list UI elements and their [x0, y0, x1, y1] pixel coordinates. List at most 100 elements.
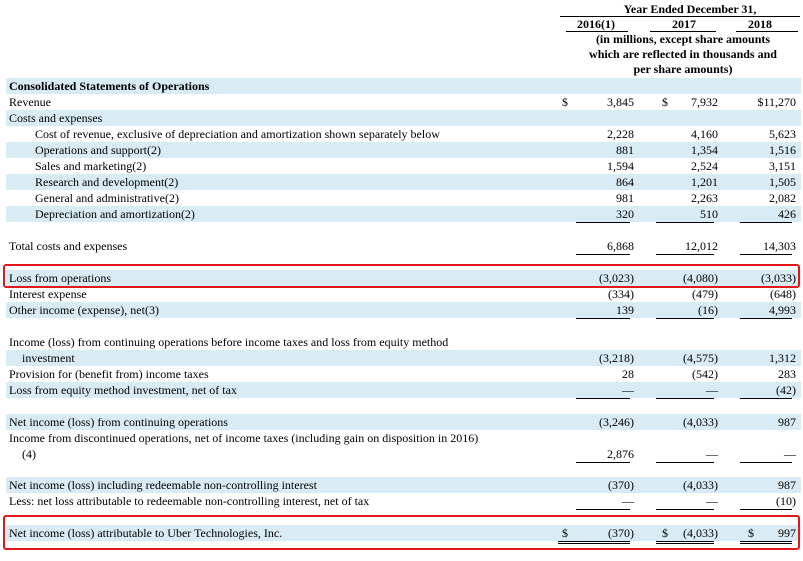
value-2018: 14,303 [763, 239, 796, 253]
total-rule [740, 254, 792, 255]
units-line-2: which are reflected in thousands and [589, 47, 777, 61]
year-2018-header: 2018 [748, 17, 772, 31]
value-2018: 997 [778, 526, 796, 540]
section-title: Consolidated Statements of Operations [9, 79, 210, 93]
value-2017: 7,932 [691, 95, 718, 109]
subtotal-rule [656, 222, 714, 223]
value-2017: (4,033) [683, 415, 718, 429]
double-rule [656, 543, 714, 544]
currency-symbol: $ [562, 95, 568, 109]
value-2016: 864 [616, 175, 634, 189]
year-rule-2018 [736, 31, 798, 32]
subtotal-rule [656, 398, 714, 399]
value-2016: 6,868 [607, 239, 634, 253]
highlight-loss-from-operations [3, 264, 800, 288]
value-2017: 4,160 [691, 127, 718, 141]
row-label: Sales and marketing(2) [35, 159, 147, 173]
subtotal-rule [656, 462, 714, 463]
value-2017: (4,033) [683, 526, 718, 540]
value-2018: (648) [770, 287, 796, 301]
value-2017: (4,575) [683, 351, 718, 365]
value-2018: 426 [778, 207, 796, 221]
row-label: Operations and support(2) [35, 143, 161, 157]
value-2018: 987 [778, 478, 796, 492]
subtotal-rule [740, 398, 792, 399]
value-2017: — [706, 383, 718, 397]
row-label: Depreciation and amortization(2) [35, 207, 195, 221]
currency-symbol: $ [562, 526, 568, 540]
section-title-row: Consolidated Statements of Operations [6, 78, 801, 94]
value-2016: 28 [622, 367, 634, 381]
value-2016: 320 [616, 207, 634, 221]
subtotal-rule [740, 222, 792, 223]
table-row-sales-marketing: Sales and marketing(2) 1,594 2,524 3,151 [6, 158, 801, 174]
table-row-discontinued: (4) 2,876 — — [6, 446, 801, 462]
value-2016: 2,876 [607, 447, 634, 461]
units-line-1: (in millions, except share amounts [595, 32, 771, 46]
subtotal-rule [576, 222, 630, 223]
total-rule [656, 254, 714, 255]
value-2018: 3,151 [769, 159, 796, 173]
subtotal-rule [656, 318, 714, 319]
table-row-revenue: Revenue $ 3,845 $ 7,932 $11,270 [6, 94, 801, 110]
table-row-net-income-uber: Net income (loss) attributable to Uber T… [6, 525, 801, 541]
value-2016: (370) [608, 526, 634, 540]
value-2018: (3,033) [761, 271, 796, 285]
row-label: Loss from equity method investment, net … [9, 383, 237, 397]
value-2017: — [706, 494, 718, 508]
row-label: Net income (loss) including redeemable n… [9, 478, 317, 492]
value-2018: — [784, 447, 796, 461]
year-rule-2016 [566, 31, 628, 32]
double-rule [740, 543, 792, 544]
value-2017: 1,201 [691, 175, 718, 189]
value-2016: (3,023) [599, 271, 634, 285]
table-row-total-costs: Total costs and expenses 6,868 12,012 14… [6, 238, 801, 254]
double-rule [656, 541, 714, 542]
table-row-other-income: Other income (expense), net(3) 139 (16) … [6, 302, 801, 318]
value-2018: 2,082 [769, 191, 796, 205]
value-2018: 4,993 [769, 303, 796, 317]
row-label: General and administrative(2) [35, 191, 179, 205]
value-2016: 1,594 [607, 159, 634, 173]
value-2016: — [622, 494, 634, 508]
highlight-net-income-uber [3, 515, 800, 550]
units-line-3: per share amounts) [633, 62, 733, 76]
value-2017: (479) [692, 287, 718, 301]
value-2018: 987 [778, 415, 796, 429]
value-2016: 981 [616, 191, 634, 205]
year-rule-2017 [650, 31, 716, 32]
row-label: Total costs and expenses [9, 239, 128, 253]
value-2018: (42) [776, 383, 796, 397]
row-label: Net income (loss) attributable to Uber T… [9, 526, 283, 540]
value-2018: 283 [778, 367, 796, 381]
subtotal-rule [576, 462, 630, 463]
value-2018: (10) [776, 494, 796, 508]
subtotal-rule [576, 318, 630, 319]
currency-symbol: $ [662, 95, 668, 109]
header-rule [560, 16, 800, 17]
table-row-operations-support: Operations and support(2) 881 1,354 1,51… [6, 142, 801, 158]
value-2017: 2,263 [691, 191, 718, 205]
value-2018: 1,505 [769, 175, 796, 189]
table-row-equity-method: Loss from equity method investment, net … [6, 382, 801, 398]
value-2017: (16) [698, 303, 718, 317]
value-2016: 139 [616, 303, 634, 317]
value-2017: (542) [692, 367, 718, 381]
table-row-provision-tax: Provision for (benefit from) income taxe… [6, 366, 801, 382]
table-row-less-nci: Less: net loss attributable to redeemabl… [6, 493, 801, 509]
year-2016-header: 2016(1) [577, 17, 615, 31]
total-rule [576, 254, 630, 255]
table-row-net-income-continuing: Net income (loss) from continuing operat… [6, 414, 801, 430]
value-2018: 1,516 [769, 143, 796, 157]
period-header: Year Ended December 31, [623, 2, 757, 16]
table-row-cost-of-revenue: Cost of revenue, exclusive of depreciati… [6, 126, 801, 142]
row-label: Other income (expense), net(3) [9, 303, 159, 317]
subtotal-rule [740, 462, 792, 463]
row-label: Interest expense [9, 287, 87, 301]
subtotal-rule [576, 398, 630, 399]
value-2018: $11,270 [757, 95, 796, 109]
value-2017: 12,012 [685, 239, 718, 253]
subtotal-rule [576, 509, 630, 510]
table-row-research-development: Research and development(2) 864 1,201 1,… [6, 174, 801, 190]
row-label: Net income (loss) from continuing operat… [9, 415, 228, 429]
